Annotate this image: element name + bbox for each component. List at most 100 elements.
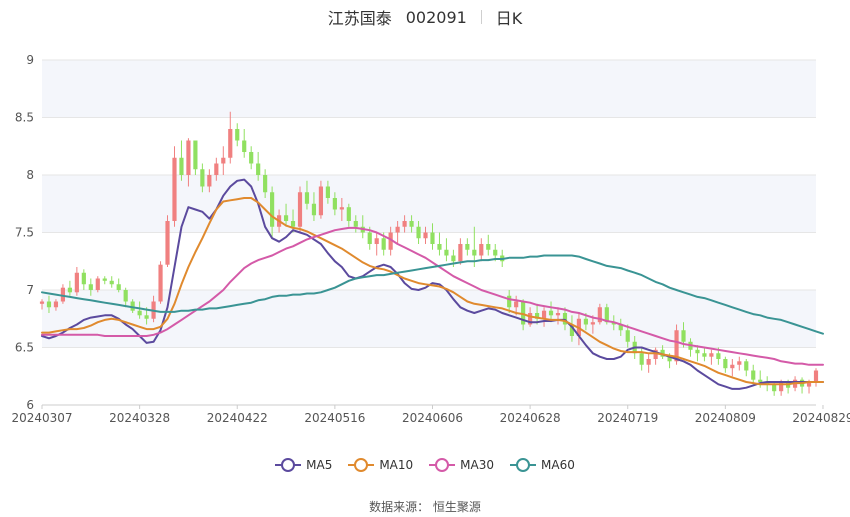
legend-item-ma60[interactable]: MA60: [510, 458, 575, 472]
candle-body: [737, 361, 742, 365]
candle-body: [765, 382, 770, 385]
candle-body: [318, 186, 324, 216]
candle-body: [423, 232, 428, 239]
candle-body: [165, 221, 170, 265]
candle-body: [200, 169, 205, 187]
legend-marker-ma5-icon: [275, 458, 302, 472]
candle-body: [332, 198, 337, 210]
y-tick-label: 7.5: [15, 226, 34, 240]
y-tick-label: 6.5: [15, 341, 34, 355]
candle-body: [367, 232, 372, 244]
legend-marker-ma30-icon: [429, 458, 456, 472]
candle-body: [534, 313, 540, 319]
candle-body: [604, 307, 609, 323]
candle-body: [416, 226, 421, 239]
y-tick-label: 7: [26, 283, 34, 297]
y-tick-label: 9: [26, 53, 34, 67]
candle-body: [618, 324, 623, 331]
candle-body: [81, 272, 86, 285]
candle-body: [46, 301, 52, 308]
candle-body: [479, 244, 484, 256]
candle-body: [214, 163, 219, 175]
candle-body: [228, 129, 233, 158]
legend-item-ma10[interactable]: MA10: [348, 458, 413, 472]
stock-name: 江苏国泰: [327, 9, 392, 28]
candle-body: [611, 322, 616, 325]
candle-body: [472, 249, 477, 256]
candle-body: [137, 310, 142, 316]
candle-body: [60, 287, 66, 302]
candle-body: [270, 192, 275, 227]
legend-label-ma30: MA30: [460, 458, 495, 472]
legend-label-ma5: MA5: [306, 458, 333, 472]
candle-body: [716, 353, 721, 359]
candle-body: [381, 238, 386, 250]
candle-body: [74, 272, 79, 293]
legend-marker-ma60-icon: [510, 458, 537, 472]
candle-body: [221, 157, 226, 164]
legend-label-ma10: MA10: [379, 458, 414, 472]
x-tick-label: 20240606: [402, 411, 463, 425]
data-source: 数据来源： 恒生聚源: [369, 500, 481, 514]
candle-body: [95, 278, 100, 290]
y-tick-label: 6: [26, 398, 34, 412]
series-line-ma30: [41, 226, 824, 366]
candle-body: [235, 129, 240, 141]
y-tick-label: 8: [26, 168, 34, 182]
candle-body: [465, 244, 470, 250]
candle-body: [353, 221, 358, 227]
candle-body: [304, 192, 310, 204]
candle-body: [249, 152, 254, 164]
candlestick-chart: 6 6.5 7 7.5 8 8.5 9 20240307 20240328 20240422 202…: [11, 53, 850, 425]
candle-body: [290, 221, 296, 227]
candle-body: [646, 359, 651, 365]
candle-body: [548, 310, 554, 316]
stock-code: 002091: [405, 7, 467, 27]
candle-body: [562, 313, 568, 325]
candle-body: [702, 353, 707, 357]
candle-body: [583, 318, 588, 325]
candle-body: [758, 379, 763, 382]
candle-body: [681, 330, 686, 342]
candle-body: [555, 313, 561, 316]
legend-marker-ma10-icon: [348, 458, 375, 472]
candle-body: [388, 232, 393, 250]
candle-body: [625, 330, 630, 342]
candle-body: [751, 370, 756, 380]
chart-title: 江苏国泰 002091 日K: [0, 6, 850, 29]
candle-body: [486, 244, 491, 250]
candle-body: [346, 207, 351, 221]
candle-body: [88, 284, 93, 290]
candle-body: [660, 349, 665, 357]
candle-body: [639, 353, 644, 365]
candle-body: [493, 249, 498, 256]
candle-body: [806, 382, 812, 387]
candle-body: [813, 370, 819, 382]
candle-body: [521, 301, 526, 325]
candle-body: [207, 175, 212, 187]
candle-body: [39, 301, 45, 304]
candle-body: [653, 349, 658, 359]
grid-band: [42, 290, 816, 348]
candle-body: [569, 324, 575, 336]
candle-body: [667, 356, 672, 362]
candle-body: [123, 290, 128, 302]
candle-body: [437, 244, 442, 250]
x-tick-label: 20240809: [695, 411, 756, 425]
series-line-ma10: [41, 197, 824, 386]
candle-body: [263, 175, 268, 193]
candle-body: [179, 157, 184, 175]
grid-band: [42, 175, 816, 233]
candle-body: [283, 215, 289, 221]
candle-body: [144, 315, 149, 319]
legend-item-ma5[interactable]: MA5: [275, 458, 332, 472]
candle-body: [430, 232, 435, 244]
candle-body: [528, 313, 533, 325]
legend-item-ma30[interactable]: MA30: [429, 458, 494, 472]
candle-body: [130, 301, 135, 311]
candle-body: [597, 307, 602, 323]
candle-body: [541, 310, 547, 319]
legend-label-ma60: MA60: [541, 458, 575, 472]
candle-body: [514, 301, 519, 308]
x-tick-label: 20240829: [792, 411, 850, 425]
